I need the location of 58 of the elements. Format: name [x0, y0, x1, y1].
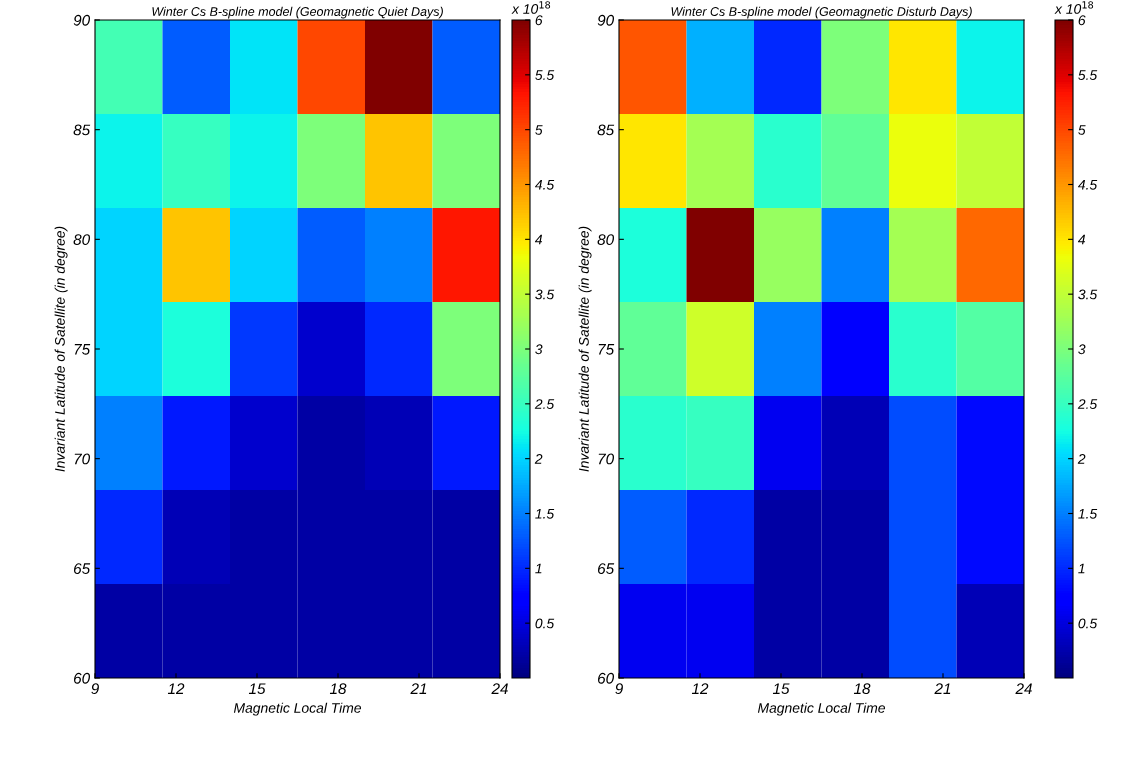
color-bar-label: 2.5: [1077, 399, 1098, 409]
color-bar-label: 4: [534, 234, 543, 245]
color-bar-label: 5: [1078, 125, 1086, 135]
y-tick-label: 70: [74, 453, 91, 465]
color-bar-label: 3: [535, 344, 543, 355]
x-tick-label: 12: [167, 683, 185, 694]
color-bar-label: 2: [1077, 454, 1086, 464]
color-bar-label: 6: [1078, 15, 1086, 26]
color-bar-label: 0.5: [1078, 618, 1098, 629]
chart-title: Winter Cs B-spline model (Geomagnetic Disturb Days): [671, 6, 972, 19]
x-tick-label: 12: [691, 683, 709, 694]
text: x 10$^{18}$: [511, 1, 551, 14]
y-tick-label: 80: [597, 234, 615, 246]
y-tick-label: 90: [73, 14, 91, 26]
y-axis-title: Invariant Latitude of Satellite (in degree): [578, 226, 592, 472]
x-tick-label: 15: [772, 683, 790, 695]
color-bar-label: 1: [1078, 563, 1085, 574]
y-tick-label: 65: [74, 563, 91, 575]
color-bar-label: 0.5: [535, 618, 555, 629]
color-bar-label: 4: [1077, 234, 1086, 245]
color-bar-label: 3.5: [1078, 289, 1098, 300]
color-bar-label: 2.5: [534, 399, 555, 409]
color-bar-label: 2: [534, 454, 543, 464]
color-bar-label: 3: [1078, 344, 1086, 355]
x-tick-label: 24: [1015, 683, 1032, 694]
y-tick-label: 65: [598, 563, 615, 575]
x-tick-label: 18: [329, 683, 347, 695]
color-bar-label: 1: [535, 563, 542, 574]
y-tick-label: 90: [597, 14, 615, 26]
color-bar-label: 3.5: [535, 289, 555, 300]
color-bar-label: 4.5: [1077, 179, 1098, 190]
x-tick-label: 21: [410, 683, 427, 694]
color-bar-label: 1.5: [535, 508, 555, 519]
color-bar-label: 5.5: [535, 70, 555, 80]
x-axis-title: Magnetic Local Time: [233, 702, 361, 716]
y-tick-label: 85: [73, 124, 91, 136]
x-tick-label: 9: [91, 683, 99, 695]
color-bar-label: 5: [535, 125, 543, 135]
y-tick-label: 80: [73, 234, 91, 246]
chart-title: Winter Cs B-spline model (Geomagnetic Quiet Days): [152, 6, 443, 19]
x-tick-label: 24: [491, 683, 508, 694]
color-bar-label: 6: [535, 15, 543, 26]
y-tick-label: 70: [598, 453, 615, 465]
y-tick-label: 60: [74, 672, 91, 684]
x-axis-title: Magnetic Local Time: [757, 702, 885, 716]
y-tick-label: 75: [598, 344, 615, 355]
x-tick-label: 9: [615, 683, 623, 695]
color-bar-label: 4.5: [534, 179, 555, 190]
y-tick-label: 85: [597, 124, 615, 136]
text: x 10$^{18}$: [1054, 1, 1094, 14]
color-bar-label: 5.5: [1078, 70, 1098, 80]
x-tick-label: 15: [248, 683, 266, 695]
x-tick-label: 18: [853, 683, 871, 695]
y-tick-label: 60: [598, 672, 615, 684]
y-tick-label: 75: [74, 344, 91, 355]
y-axis-title: Invariant Latitude of Satellite (in degree): [54, 226, 68, 472]
x-tick-label: 21: [934, 683, 951, 694]
color-bar-label: 1.5: [1078, 508, 1098, 519]
